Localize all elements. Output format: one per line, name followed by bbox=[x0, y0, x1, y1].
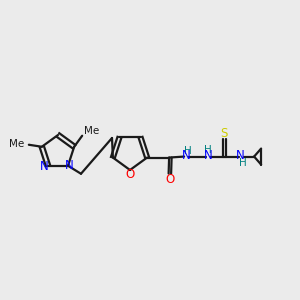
Text: O: O bbox=[125, 167, 135, 181]
Text: N: N bbox=[40, 160, 48, 173]
Text: N: N bbox=[236, 149, 244, 162]
Text: Me: Me bbox=[9, 139, 24, 149]
Text: H: H bbox=[239, 158, 247, 168]
Text: O: O bbox=[166, 173, 175, 186]
Text: H: H bbox=[184, 146, 192, 156]
Text: H: H bbox=[204, 145, 212, 154]
Text: N: N bbox=[64, 159, 74, 172]
Text: N: N bbox=[204, 149, 212, 162]
Text: N: N bbox=[182, 149, 190, 162]
Text: S: S bbox=[220, 127, 228, 140]
Text: Me: Me bbox=[84, 126, 99, 136]
